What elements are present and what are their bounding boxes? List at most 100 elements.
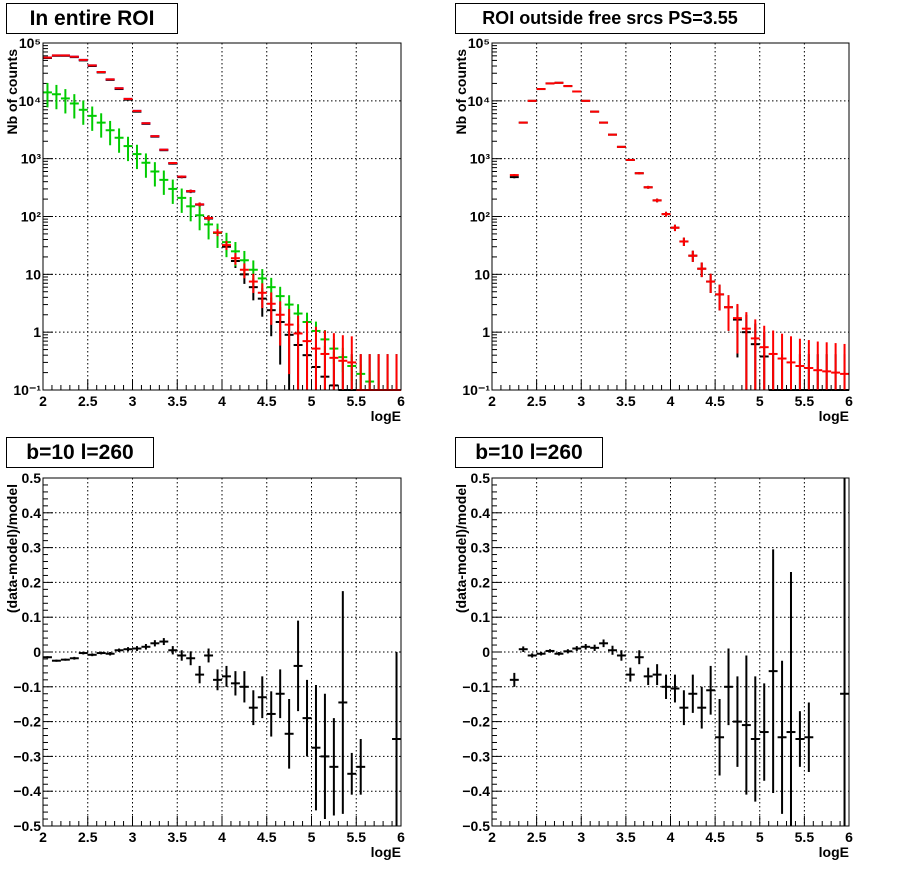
data-point xyxy=(123,647,133,652)
x-tick-label: 4 xyxy=(667,829,675,845)
data-point xyxy=(320,693,330,820)
data-point xyxy=(527,653,537,658)
x-tick-label: 5 xyxy=(308,393,316,409)
data-point xyxy=(204,215,214,221)
data-point xyxy=(625,158,635,161)
y-tick-label: 10⁻¹ xyxy=(462,382,490,398)
y-tick-label: −0.4 xyxy=(13,783,41,799)
data-point xyxy=(320,330,330,390)
y-tick-label: 0.5 xyxy=(22,470,42,486)
data-point xyxy=(123,136,133,162)
data-point xyxy=(96,651,106,655)
data-point xyxy=(105,120,115,146)
data-point xyxy=(275,669,285,719)
y-tick-label: 0.1 xyxy=(22,609,42,625)
x-tick-label: 3 xyxy=(129,393,137,409)
data-point xyxy=(670,674,680,703)
data-point xyxy=(831,343,841,390)
data-point xyxy=(186,189,196,193)
data-point xyxy=(230,671,240,696)
y-tick-label: 10² xyxy=(470,209,491,225)
data-point xyxy=(60,658,70,661)
y-tick-label: 0.2 xyxy=(471,574,491,590)
data-point xyxy=(347,336,357,390)
data-point xyxy=(329,718,339,816)
y-tick-label: 1 xyxy=(33,324,41,340)
x-tick-label: 2.5 xyxy=(527,829,547,845)
data-point xyxy=(741,655,751,795)
data-point xyxy=(750,319,760,390)
data-point xyxy=(132,646,142,651)
x-tick-label: 5.5 xyxy=(347,829,367,845)
data-point xyxy=(284,698,294,769)
x-tick-label: 6 xyxy=(397,829,405,845)
series-ff0000 xyxy=(509,81,849,390)
y-tick-label: −0.5 xyxy=(462,818,490,834)
y-tick-label: 0.1 xyxy=(471,609,491,625)
y-tick-label: −0.5 xyxy=(13,818,41,834)
x-axis-label: logE xyxy=(819,408,849,424)
data-point xyxy=(697,686,707,729)
series-ff0000 xyxy=(43,54,401,391)
x-tick-label: 6 xyxy=(845,393,853,409)
panel-counts-outside-free-srcs: 2 2.5 3 3.5 4 4.5 5 5.5 6 10⁻¹ 1 10 10² 10³ 10⁴ 10⁵ logE… xyxy=(453,35,853,424)
data-point xyxy=(132,109,142,112)
data-point xyxy=(786,571,796,826)
data-point xyxy=(356,739,366,795)
y-tick-label: 0.4 xyxy=(22,505,42,521)
data-point xyxy=(51,84,61,110)
data-point xyxy=(572,646,582,651)
data-point xyxy=(509,672,519,687)
y-tick-label: 0.3 xyxy=(22,540,42,556)
data-point xyxy=(132,144,142,170)
x-tick-label: 4 xyxy=(218,393,226,409)
x-tick-label: 6 xyxy=(845,829,853,845)
y-tick-label: 0.4 xyxy=(471,505,491,521)
data-point xyxy=(43,83,52,108)
plot-frame xyxy=(42,477,402,827)
data-point xyxy=(311,685,321,811)
data-point xyxy=(266,691,276,737)
data-point xyxy=(759,683,769,781)
data-point xyxy=(392,652,401,826)
y-tick-label: 10³ xyxy=(21,151,42,167)
y-tick-label: −0.3 xyxy=(13,748,41,764)
y-tick-label: −0.1 xyxy=(13,679,41,695)
data-point xyxy=(732,676,742,767)
x-axis-label: logE xyxy=(371,844,401,860)
data-point xyxy=(338,335,348,390)
data-point xyxy=(688,674,698,713)
data-point xyxy=(69,656,79,660)
panel-title: In entire ROI xyxy=(6,3,178,34)
x-tick-label: 5.5 xyxy=(795,393,815,409)
data-point xyxy=(634,172,644,175)
y-axis-label: (data-model)/model xyxy=(4,484,20,613)
panel-title: ROI outside free srcs PS=3.55 xyxy=(455,3,765,34)
data-point xyxy=(509,175,519,179)
y-tick-label: 0 xyxy=(33,644,41,660)
panel-title: b=10 l=260 xyxy=(6,437,154,468)
x-tick-label: 2.5 xyxy=(78,829,98,845)
y-axis-label: (data-model)/model xyxy=(453,484,469,613)
y-tick-label: 10³ xyxy=(470,151,491,167)
data-point xyxy=(222,665,231,687)
plot-frame xyxy=(491,477,850,827)
data-point xyxy=(78,651,88,655)
x-tick-label: 4.5 xyxy=(705,393,725,409)
data-point xyxy=(527,99,537,102)
data-point xyxy=(177,650,187,661)
data-point xyxy=(177,188,187,213)
y-tick-label: 10⁵ xyxy=(468,35,490,51)
x-axis-label: logE xyxy=(819,844,849,860)
x-tick-label: 4 xyxy=(667,393,675,409)
data-point xyxy=(608,133,617,136)
data-point xyxy=(625,667,635,682)
x-tick-label: 4.5 xyxy=(257,393,277,409)
data-point xyxy=(150,162,160,187)
data-point xyxy=(329,333,339,390)
data-point xyxy=(141,643,151,650)
data-point xyxy=(114,128,124,153)
data-point xyxy=(554,652,564,656)
data-point xyxy=(590,644,600,651)
y-tick-label: −0.1 xyxy=(462,679,490,695)
